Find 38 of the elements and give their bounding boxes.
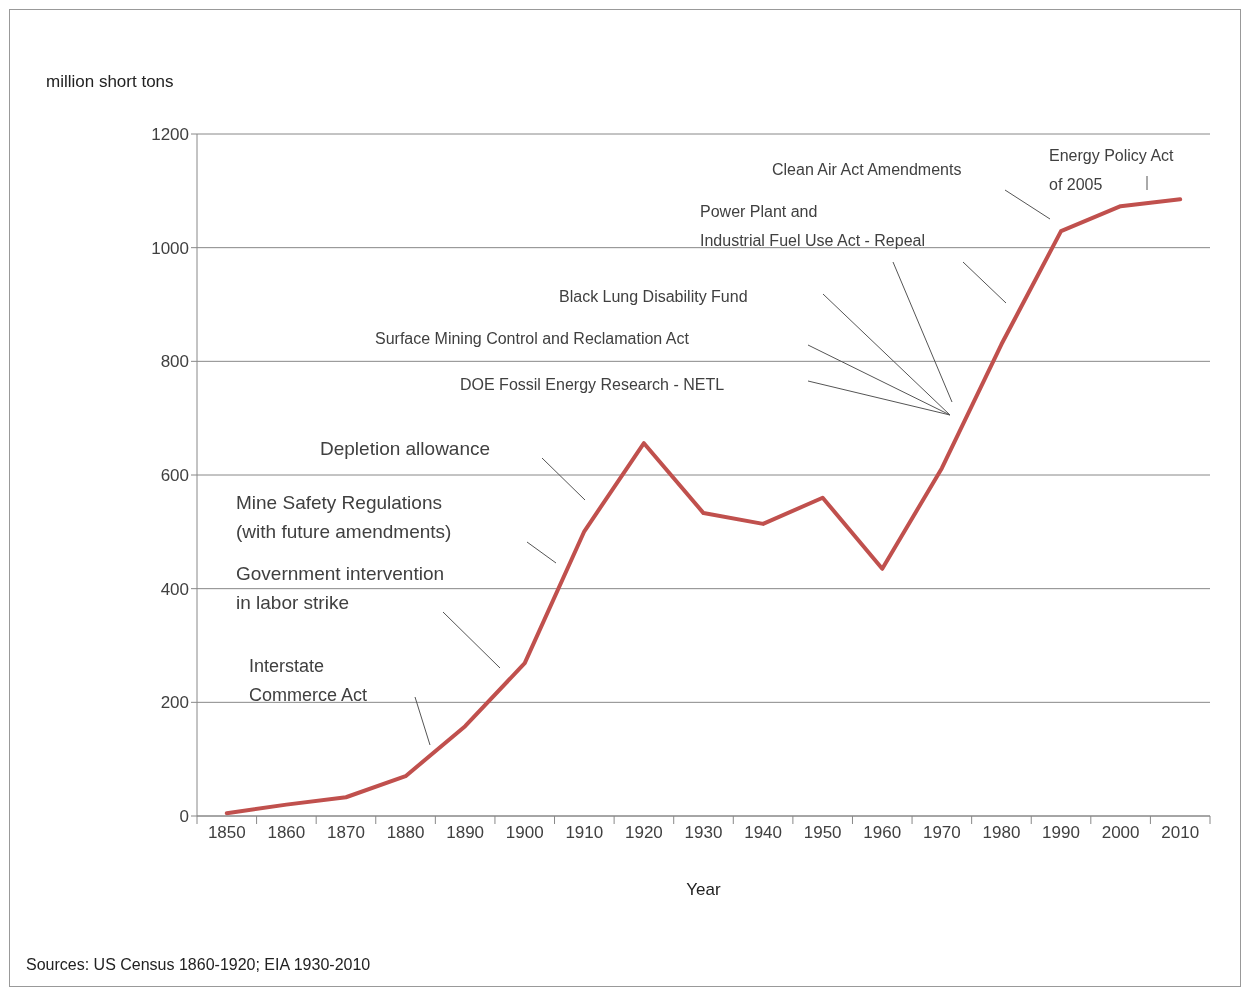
x-tick-label: 1930	[684, 823, 723, 842]
annotation: DOE Fossil Energy Research - NETL	[460, 375, 725, 395]
annotation: Power Plant and Industrial Fuel Use Act - Repeal	[700, 202, 925, 251]
annotation: Interstate Commerce Act	[249, 655, 368, 707]
x-tick-label: 1960	[863, 823, 902, 842]
x-tick-label: 1920	[625, 823, 663, 842]
y-tick-label: 1000	[151, 238, 189, 258]
y-tick-label: 600	[160, 466, 189, 486]
x-tick-label: 1950	[803, 823, 842, 842]
y-tick-label: 0	[179, 807, 189, 827]
x-tick-label: 1850	[207, 823, 246, 842]
x-tick-label: 2010	[1161, 823, 1200, 842]
y-tick-label: 800	[160, 352, 189, 372]
annotation: Surface Mining Control and Reclamation Act	[375, 329, 689, 349]
y-tick-label: 1200	[151, 125, 189, 145]
annotation: Clean Air Act Amendments	[772, 160, 962, 180]
y-axis-title: million short tons	[46, 72, 174, 92]
annotation: Mine Safety Regulations (with future amendments)	[236, 491, 452, 544]
x-tick-label: 1970	[922, 823, 961, 842]
x-tick-label: 1890	[446, 823, 485, 842]
x-tick-label: 1940	[744, 823, 782, 842]
x-tick-label: 1910	[565, 823, 604, 842]
x-tick-label: 1990	[1042, 823, 1080, 842]
source-note: Sources: US Census 1860-1920; EIA 1930-2010	[26, 955, 371, 975]
y-tick-label: 200	[160, 693, 189, 713]
x-tick-label: 1880	[386, 823, 425, 842]
x-tick-label: 2000	[1101, 823, 1140, 842]
x-tick-label: 1860	[267, 823, 306, 842]
annotation: Government intervention in labor strike	[236, 562, 445, 615]
annotation: Depletion allowance	[320, 437, 491, 461]
line-series	[224, 197, 1183, 816]
x-axis-title: Year	[685, 880, 722, 900]
annotation: Black Lung Disability Fund	[559, 287, 748, 307]
x-tick-label: 1980	[982, 823, 1021, 842]
x-tick-label: 1870	[327, 823, 365, 842]
x-tick-label: 1900	[505, 823, 544, 842]
annotation: Energy Policy Act of 2005	[1049, 146, 1174, 195]
y-tick-label: 400	[160, 579, 189, 599]
